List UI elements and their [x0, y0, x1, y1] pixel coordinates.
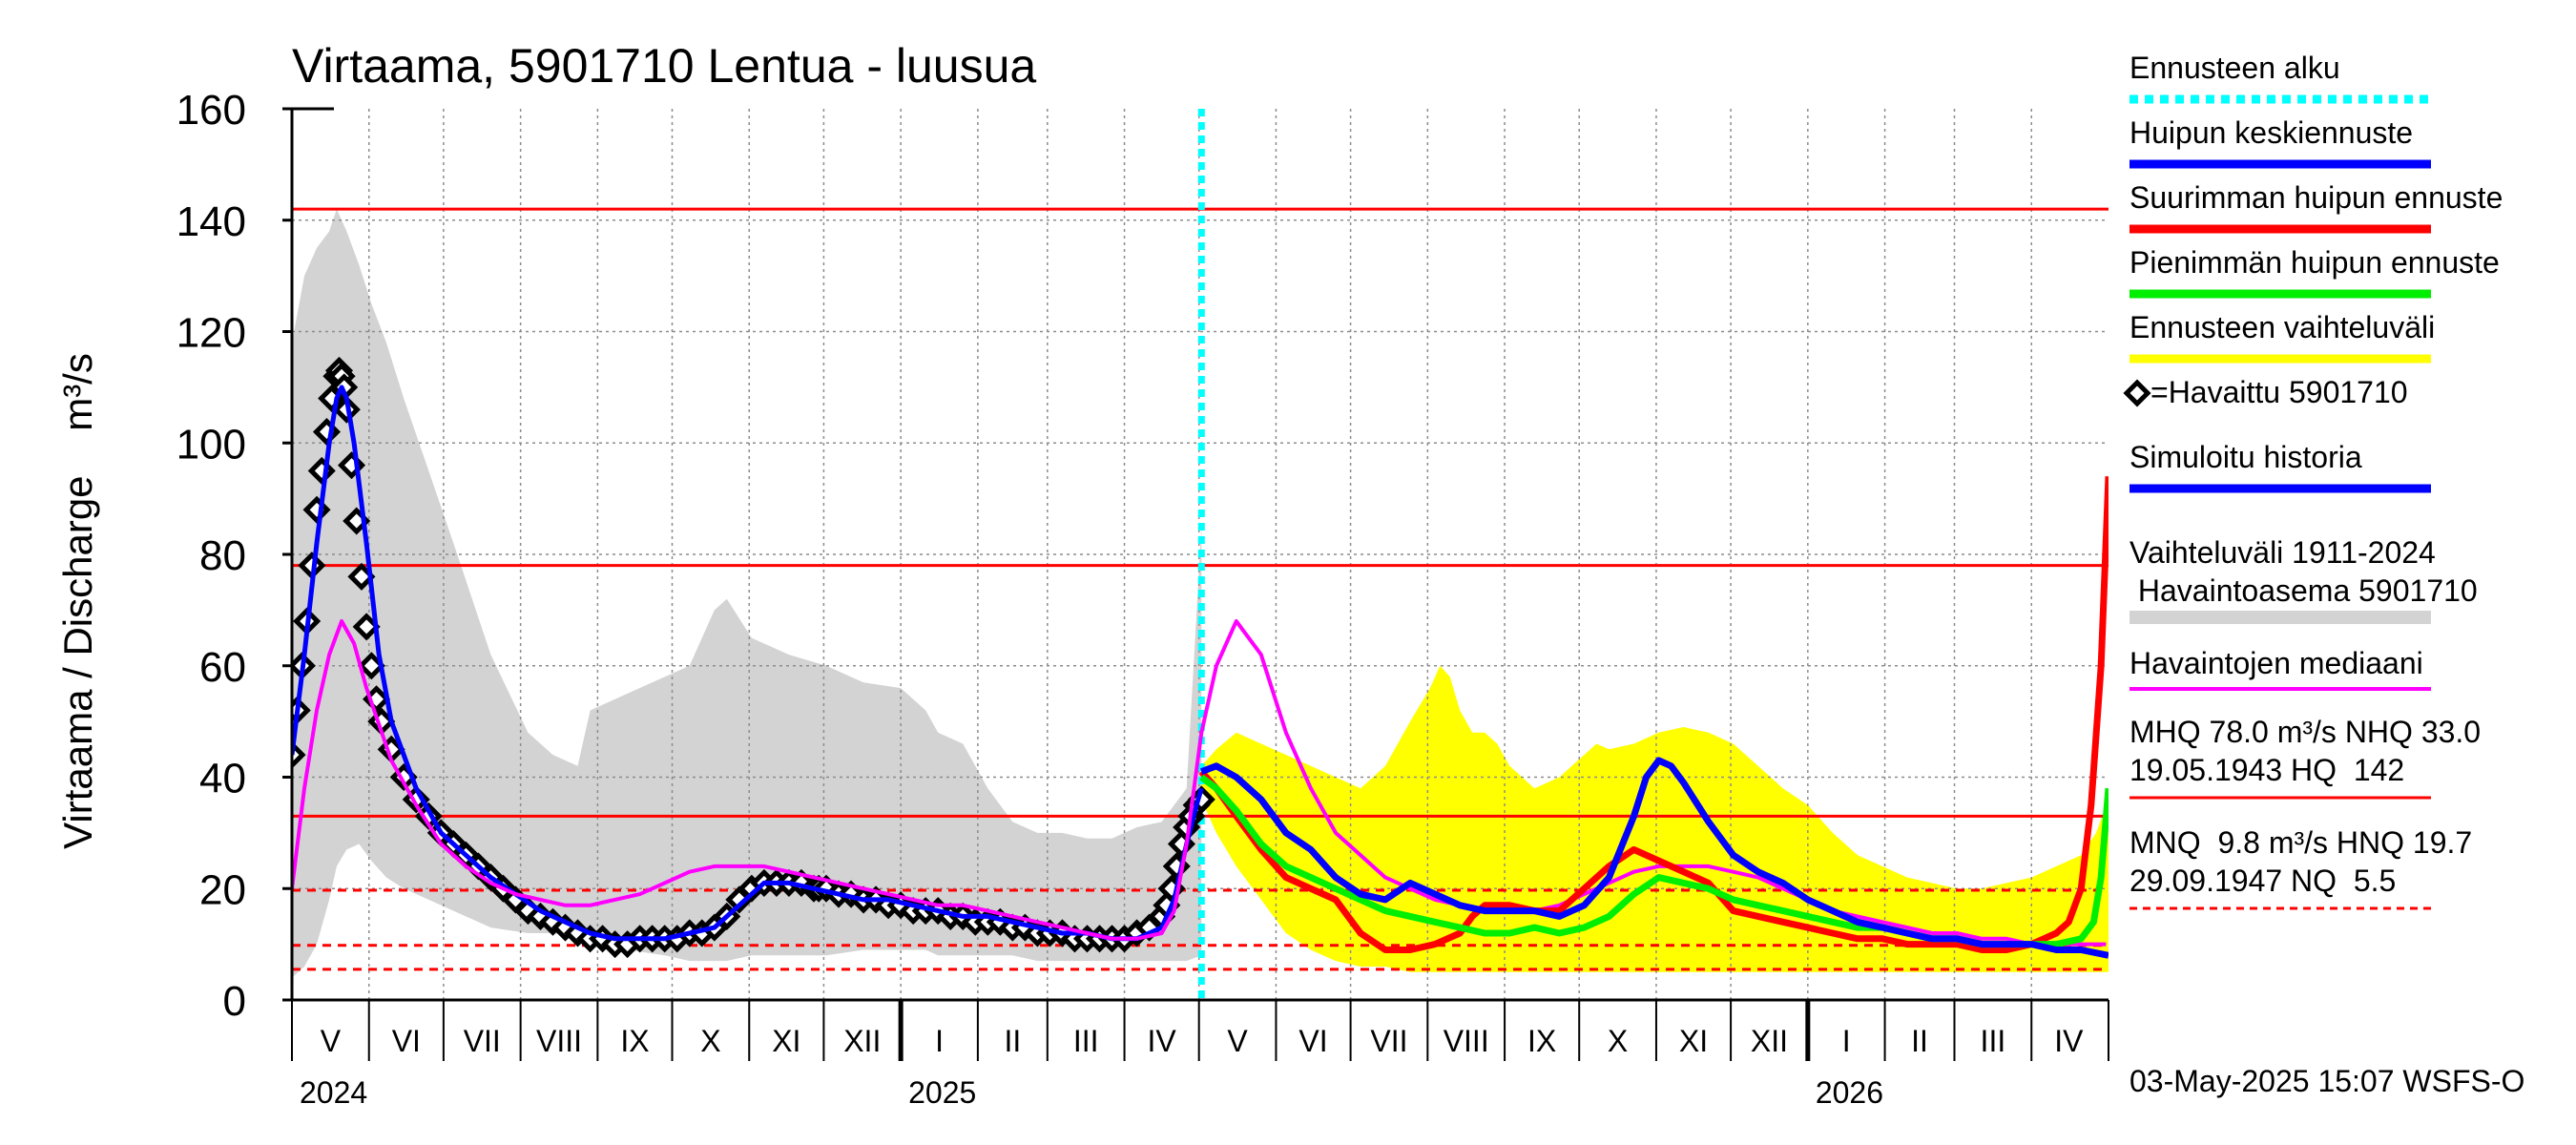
footer-timestamp: 03-May-2025 15:07 WSFS-O [2129, 1064, 2524, 1098]
y-tick-label: 0 [223, 978, 246, 1025]
month-label: V [321, 1024, 342, 1058]
month-label: VIII [1444, 1024, 1489, 1058]
observed-point [302, 495, 331, 524]
month-label: XI [772, 1024, 800, 1058]
chart-title: Virtaama, 5901710 Lentua - luusua [292, 39, 1036, 93]
month-label: VI [1298, 1024, 1327, 1058]
month-label: VIII [536, 1024, 582, 1058]
y-tick-label: 100 [177, 421, 246, 468]
year-label: 2024 [300, 1075, 367, 1110]
legend-hq-stats: MHQ 78.0 m³/s NHQ 33.0 [2129, 715, 2481, 749]
legend-nq-stats: MNQ 9.8 m³/s HNQ 19.7 [2129, 825, 2472, 860]
y-tick-label: 40 [199, 756, 246, 802]
legend-label: Ennusteen vaihteluväli [2129, 310, 2435, 344]
year-label: 2025 [908, 1075, 976, 1110]
month-label: XI [1679, 1024, 1708, 1058]
legend-range-swatch [2129, 611, 2431, 624]
year-label: 2026 [1816, 1075, 1883, 1110]
month-label: III [1981, 1024, 2006, 1058]
month-label: X [700, 1024, 720, 1058]
plot-area [292, 109, 2109, 1000]
month-label: VI [392, 1024, 421, 1058]
legend-label: Suurimman huipun ennuste [2129, 180, 2503, 215]
legend-hq-date: 19.05.1943 HQ 142 [2129, 753, 2404, 787]
legend-label: Simuloitu historia [2129, 440, 2362, 474]
month-label: X [1608, 1024, 1628, 1058]
legend-marker-observed [2123, 379, 2151, 407]
y-axis-label: Virtaama / Discharge m³/s [55, 353, 100, 849]
legend-median-label: Havaintojen mediaani [2129, 646, 2423, 680]
y-tick-label: 120 [177, 310, 246, 357]
historical-range-band [292, 209, 1202, 978]
month-label: IX [1527, 1024, 1556, 1058]
legend-nq-date: 29.09.1947 NQ 5.5 [2129, 864, 2396, 898]
month-label: XII [843, 1024, 881, 1058]
y-tick-label: 80 [199, 532, 246, 579]
month-label: VII [1370, 1024, 1407, 1058]
y-tick-label: 140 [177, 198, 246, 245]
y-tick-label: 60 [199, 644, 246, 691]
month-label: I [935, 1024, 944, 1058]
legend-label: Pienimmän huipun ennuste [2129, 245, 2500, 280]
legend-range-label: Vaihteluväli 1911-2024 [2129, 535, 2436, 570]
series-huipun-keskiennuste [1200, 757, 2109, 959]
legend-label: Ennusteen alku [2129, 51, 2340, 85]
month-label: IV [1148, 1024, 1177, 1058]
month-label: II [1911, 1024, 1928, 1058]
month-label: IX [620, 1024, 649, 1058]
forecast-range-band [1201, 665, 2109, 972]
month-label: II [1004, 1024, 1021, 1058]
month-label: III [1073, 1024, 1099, 1058]
y-tick-label: 160 [177, 87, 246, 134]
month-label: XII [1751, 1024, 1788, 1058]
series-havaintojen-mediaani [292, 619, 2107, 947]
month-label: V [1227, 1024, 1248, 1058]
month-label: VII [464, 1024, 501, 1058]
series-simuloitu-historia [292, 385, 1204, 942]
legend: Ennusteen alku Huipun keskiennuste Suurimm… [2123, 51, 2503, 910]
legend-label: =Havaittu 5901710 [2150, 375, 2408, 409]
legend-label: Huipun keskiennuste [2129, 115, 2413, 150]
month-label: IV [2054, 1024, 2084, 1058]
month-label: I [1842, 1024, 1851, 1058]
axes [282, 107, 2109, 1061]
legend-station-label: Havaintoasema 5901710 [2129, 573, 2478, 608]
y-tick-label: 20 [199, 866, 246, 913]
